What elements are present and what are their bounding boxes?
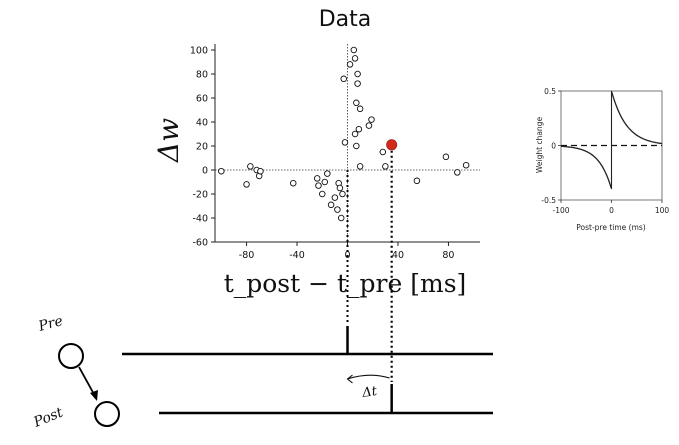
- data-point: [218, 167, 225, 175]
- data-point: [353, 99, 360, 107]
- inset-y-tick-label: -0.5: [541, 196, 556, 205]
- y-tick-label: -60: [192, 238, 208, 249]
- pre-label: Pre: [36, 313, 65, 335]
- data-point: [354, 80, 361, 87]
- data-point: [327, 201, 335, 209]
- y-tick-label: -40: [192, 214, 208, 225]
- data-point: [289, 179, 297, 187]
- inset-depression-curve: [560, 145, 612, 189]
- data-point: [350, 46, 358, 54]
- data-point: [379, 148, 387, 156]
- data-point: [336, 184, 344, 192]
- data-point: [339, 190, 346, 198]
- data-point: [353, 142, 360, 150]
- y-tick-label: 80: [196, 70, 208, 81]
- data-point: [356, 163, 364, 170]
- data-point: [340, 75, 347, 83]
- data-point: [331, 194, 339, 201]
- synapse-arrow: [78, 366, 96, 397]
- data-point: [324, 170, 331, 177]
- inset-x-tick-label: -100: [552, 206, 569, 215]
- x-tick-label: 80: [442, 250, 454, 261]
- inset-y-axis-label: Weight change: [535, 117, 544, 174]
- data-point: [346, 61, 354, 68]
- inset-x-tick-label: 0: [609, 206, 614, 215]
- data-point: [413, 177, 421, 185]
- data-point: [319, 190, 326, 198]
- inset-potentiation-curve: [611, 91, 663, 145]
- data-point: [442, 153, 450, 161]
- inset-y-tick-label: 0.5: [544, 87, 556, 96]
- delta-t-label: Δt: [360, 384, 378, 401]
- data-point: [315, 182, 322, 189]
- synapse-arrowhead: [90, 390, 98, 401]
- data-point: [321, 178, 329, 186]
- figure-title: Data: [319, 7, 372, 32]
- data-point: [341, 139, 349, 146]
- inset-y-tick-label: 0: [551, 142, 556, 151]
- data-point: [382, 163, 389, 170]
- data-point: [356, 105, 364, 113]
- y-tick-label: 20: [196, 142, 208, 153]
- inset-x-axis-label: Post-pre time (ms): [576, 223, 646, 232]
- data-point: [243, 181, 250, 188]
- inset-x-tick-label: 100: [655, 206, 670, 215]
- data-point: [462, 161, 470, 169]
- data-point: [337, 214, 345, 222]
- data-point: [351, 130, 359, 138]
- y-tick-label: 40: [196, 118, 208, 129]
- y-tick-label: -20: [192, 190, 208, 201]
- data-scatter-plot: -60-40-20020406080100-80-4004080Δwt_post…: [152, 44, 480, 298]
- y-tick-label: 0: [202, 166, 208, 177]
- data-point: [247, 163, 254, 170]
- data-point: [454, 169, 461, 176]
- y-axis-label: Δw: [152, 118, 185, 163]
- x-tick-label: -40: [289, 250, 305, 261]
- delta-t-arrow: [347, 374, 390, 380]
- data-point: [365, 122, 373, 129]
- data-point: [351, 55, 359, 62]
- pre-neuron: [58, 343, 84, 369]
- data-point: [257, 167, 264, 175]
- stdp-window-inset-plot: -0.5 0 0.5 -100 0 100 Weight change Post-pre ti…: [535, 87, 669, 232]
- highlighted-data-point: [386, 139, 398, 151]
- y-tick-label: 100: [190, 46, 208, 57]
- delta-t-arrowhead: [346, 374, 353, 384]
- data-point: [334, 206, 341, 213]
- x-tick-label: -80: [239, 250, 255, 261]
- post-neuron: [94, 401, 120, 427]
- post-label: Post: [31, 404, 66, 431]
- data-point: [354, 70, 361, 78]
- data-point: [355, 125, 363, 133]
- data-point: [368, 116, 375, 123]
- y-tick-label: 60: [196, 94, 208, 105]
- x-axis-label: t_post − t_pre [ms]: [224, 269, 467, 298]
- x-tick-label: 40: [392, 250, 404, 261]
- data-point: [313, 175, 321, 182]
